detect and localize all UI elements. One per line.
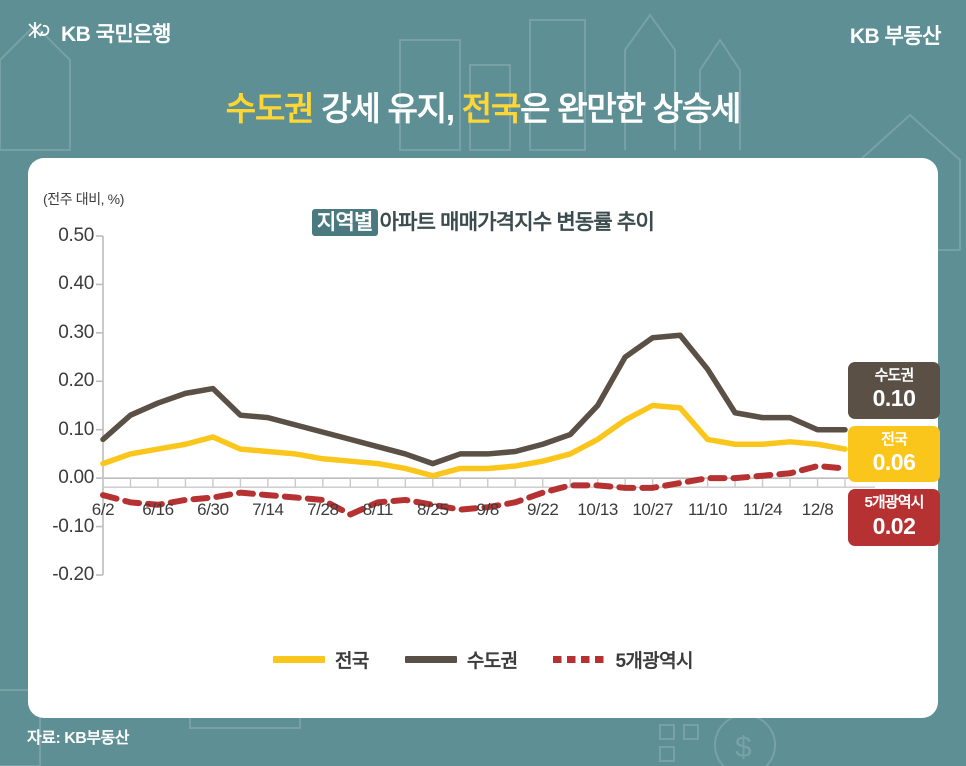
source-note: 자료: KB부동산 <box>27 730 129 747</box>
chart-plot-area: 0.50 0.40 0.30 0.20 0.10 0.00 -0.10 -0.20 6/2 6/… <box>28 158 938 718</box>
legend-item-5개광역시[interactable]: 5개광역시 <box>553 646 694 673</box>
series-line-전국 <box>100 402 848 479</box>
value-badge-수도권: 수도권 0.10 <box>848 362 940 419</box>
y-axis-tick-label: -0.10 <box>52 515 94 537</box>
legend-item-수도권[interactable]: 수도권 <box>404 646 518 673</box>
kb-bank-label: KB 국민은행 <box>61 23 171 46</box>
badge-value: 0.06 <box>872 448 916 475</box>
kb-star-icon <box>28 22 50 38</box>
kb-realestate-label: KB 부동산 <box>849 25 942 48</box>
badge-region-label: 전국 <box>881 430 908 448</box>
series-line-5개광역시 <box>100 463 848 518</box>
x-axis-tick-label: 10/27 <box>632 500 673 520</box>
badge-value: 0.10 <box>872 385 916 412</box>
headline-highlight-1: 수도권 <box>225 90 315 127</box>
y-axis-tick-label: 0.00 <box>58 467 94 489</box>
legend-swatch-icon <box>553 656 606 663</box>
y-axis-unit-label: (전주 대비, %) <box>43 191 124 207</box>
headline-text-1: 강세 유지, <box>313 90 462 127</box>
chart-legend: 전국 수도권 5개광역시 <box>28 646 938 673</box>
chart-title-tag: 지역별 <box>312 209 378 236</box>
x-axis-tick-label: 9/22 <box>526 500 559 520</box>
series-line-수도권 <box>100 332 848 467</box>
legend-label: 전국 <box>335 651 369 672</box>
y-axis-tick-label: 0.30 <box>58 321 94 343</box>
legend-swatch-icon <box>404 656 457 663</box>
value-badge-5개광역시: 5개광역시 0.02 <box>848 489 940 547</box>
legend-item-전국[interactable]: 전국 <box>273 646 369 673</box>
page-title: 수도권 강세 유지, 전국은 완만한 상승세 <box>0 82 966 130</box>
y-axis-tick-label: 0.50 <box>58 225 94 246</box>
svg-text:$: $ <box>735 731 752 764</box>
page-header: KB 국민은행 KB 부동산 수도권 강세 유지, 전국은 완만한 상승세 <box>0 0 966 150</box>
value-badge-전국: 전국 0.06 <box>848 425 940 483</box>
x-axis-tick-label: 6/16 <box>142 500 174 520</box>
x-axis-tick-label: 9/8 <box>476 500 500 520</box>
y-axis-tick-label: 0.10 <box>58 418 94 440</box>
y-axis-tick-label: 0.40 <box>58 273 94 295</box>
x-axis-tick-label: 7/28 <box>307 500 339 520</box>
headline-text-2: 은 완만한 상승세 <box>520 90 741 127</box>
badge-value: 0.02 <box>872 512 916 539</box>
headline-highlight-2: 전국 <box>461 90 522 127</box>
chart-title: 지역별 아파트 매매가격지수 변동률 추이 <box>28 206 938 236</box>
x-axis-tick-label: 7/14 <box>252 500 284 520</box>
x-axis-tick-label: 11/24 <box>742 500 783 520</box>
chart-title-rest: 아파트 매매가격지수 변동률 추이 <box>379 211 655 234</box>
kb-bank-logo: KB 국민은행 <box>27 18 171 48</box>
y-axis-tick-label: -0.20 <box>52 564 94 585</box>
badge-region-label: 5개광역시 <box>864 494 924 512</box>
latest-value-badges: 수도권 0.10 전국 0.06 5개광역시 0.02 <box>848 362 940 547</box>
x-axis-tick-label: 10/13 <box>577 500 618 520</box>
y-axis-tick-label: 0.20 <box>58 370 94 392</box>
x-axis-tick-label: 12/8 <box>801 500 834 520</box>
x-axis-tick-label: 6/2 <box>91 500 115 520</box>
x-axis-tick-label: 8/11 <box>362 500 394 520</box>
legend-label: 5개광역시 <box>615 651 693 672</box>
legend-swatch-icon <box>273 656 326 663</box>
legend-label: 수도권 <box>466 651 518 672</box>
x-axis-tick-label: 6/30 <box>197 500 229 520</box>
x-axis-tick-label: 8/25 <box>417 500 449 520</box>
chart-card: (전주 대비, %) 지역별 아파트 매매가격지수 변동률 추이 0.50 0.40… <box>28 158 940 718</box>
x-axis-tick-label: 11/10 <box>687 500 728 520</box>
badge-region-label: 수도권 <box>874 367 915 384</box>
line-chart-svg <box>96 235 875 576</box>
